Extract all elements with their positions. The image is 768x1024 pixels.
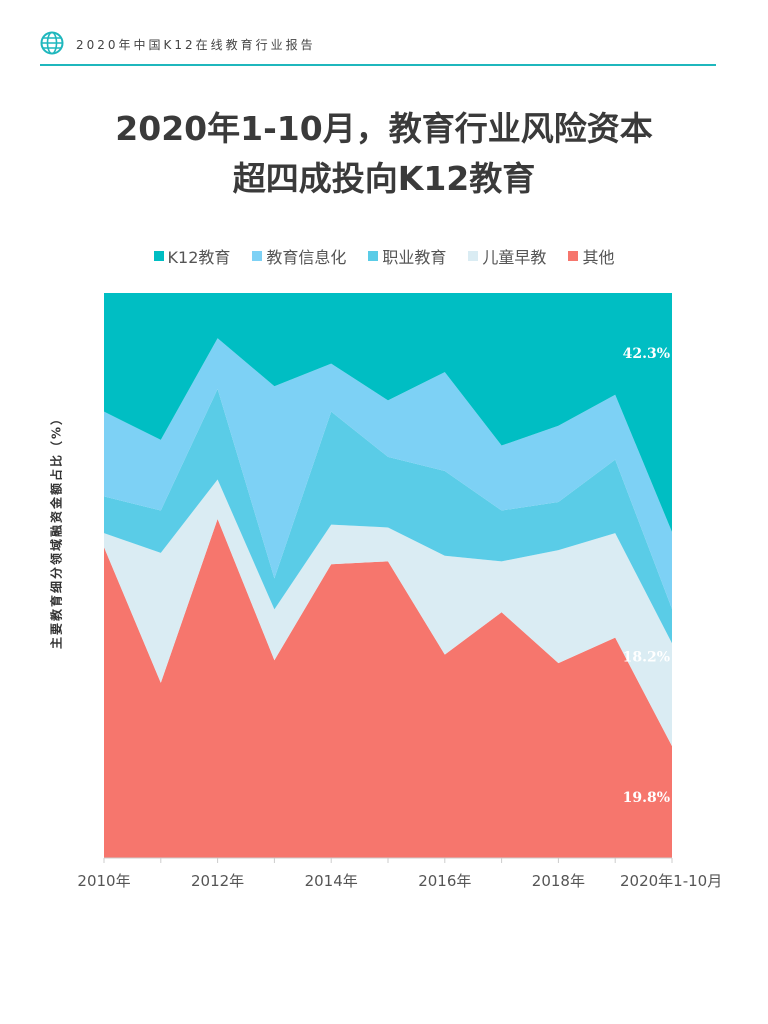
legend-label: 职业教育 — [382, 248, 447, 267]
x-tick-label: 2012年 — [191, 872, 244, 890]
chart-title: 2020年1-10月，教育行业风险资本 超四成投向K12教育 — [0, 104, 768, 204]
legend-label: 儿童早教 — [482, 248, 547, 267]
legend-swatch — [368, 251, 379, 261]
data-label: 18.2% — [623, 649, 670, 665]
report-title: 2020年中国K12在线教育行业报告 — [76, 38, 316, 52]
legend-item[interactable]: 职业教育 — [368, 244, 446, 268]
x-tick-label: 2014年 — [305, 872, 358, 890]
chart-title-line-1: 2020年1-10月，教育行业风险资本 — [115, 109, 653, 148]
x-tick-label: 2020年1-10月 — [620, 872, 722, 890]
chart-title-line-2: 超四成投向K12教育 — [232, 159, 536, 198]
report-header: 2020年中国K12在线教育行业报告 — [40, 30, 716, 66]
x-tick-label: 2016年 — [418, 872, 471, 890]
legend-label: K12教育 — [167, 248, 231, 267]
area-series-4[interactable] — [104, 293, 672, 532]
legend-label: 其他 — [582, 248, 615, 267]
globe-icon — [40, 31, 64, 55]
legend-swatch — [153, 251, 164, 261]
legend-swatch — [468, 251, 479, 261]
x-tick-label: 2018年 — [532, 872, 585, 890]
area-series-3[interactable] — [104, 338, 672, 609]
legend-item[interactable]: 教育信息化 — [252, 244, 346, 268]
legend-item[interactable]: 儿童早教 — [468, 244, 546, 268]
legend-swatch — [252, 251, 263, 261]
legend-item[interactable]: K12教育 — [153, 244, 231, 268]
data-label: 42.3% — [623, 346, 670, 362]
legend-label: 教育信息化 — [266, 248, 347, 267]
legend-item[interactable]: 其他 — [568, 244, 614, 268]
area-series-1[interactable] — [104, 479, 672, 747]
area-series-2[interactable] — [104, 389, 672, 644]
data-label: 19.8% — [623, 790, 670, 806]
x-tick-label: 2010年 — [77, 872, 130, 890]
chart-legend: K12教育 教育信息化 职业教育 儿童早教 其他 — [0, 244, 768, 268]
legend-swatch — [568, 251, 579, 261]
area-series-0[interactable] — [104, 519, 672, 858]
